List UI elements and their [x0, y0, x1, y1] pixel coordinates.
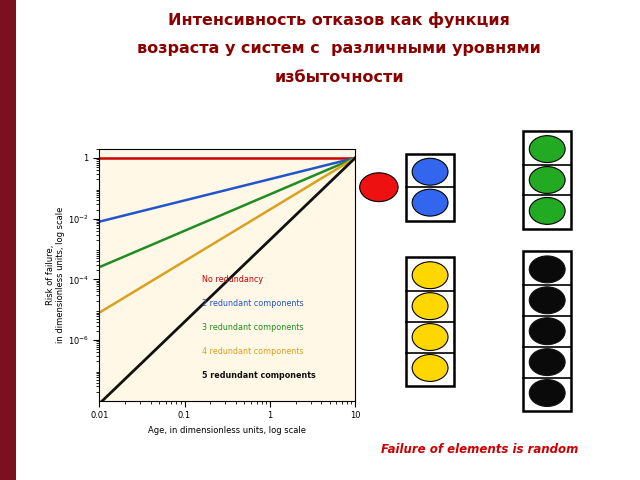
Y-axis label: Risk of failure,
in dimensionless units, log scale: Risk of failure, in dimensionless units,… — [45, 206, 65, 343]
Text: Интенсивность отказов как функция: Интенсивность отказов как функция — [168, 12, 510, 28]
Text: No redundancy: No redundancy — [202, 275, 263, 284]
Text: возраста у систем с  различными уровнями: возраста у систем с различными уровнями — [137, 41, 541, 56]
Text: Failure of elements is random: Failure of elements is random — [381, 443, 579, 456]
Text: 2 redundant components: 2 redundant components — [202, 299, 303, 308]
Text: 4 redundant components: 4 redundant components — [202, 347, 303, 356]
Text: 3 redundant components: 3 redundant components — [202, 323, 303, 332]
Text: 5 redundant components: 5 redundant components — [202, 371, 316, 380]
X-axis label: Age, in dimensionless units, log scale: Age, in dimensionless units, log scale — [148, 426, 306, 435]
Text: избыточности: избыточности — [275, 70, 404, 84]
